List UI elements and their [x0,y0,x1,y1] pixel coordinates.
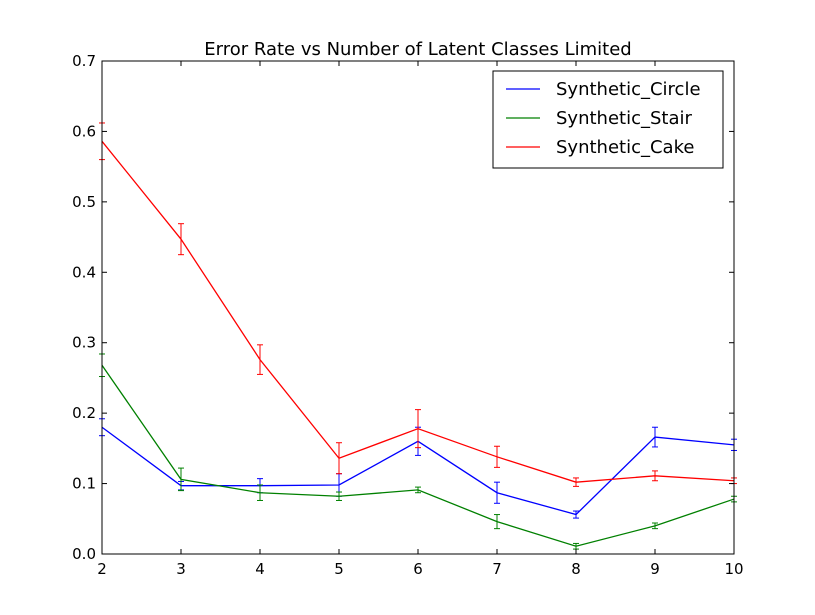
x-tick-label: 7 [492,560,502,578]
error-bar [415,486,421,494]
error-bar [415,409,421,449]
y-tick-label: 0.0 [72,545,96,563]
x-tick-label: 3 [176,560,186,578]
x-tick-label: 10 [724,560,743,578]
error-bar [336,491,342,501]
x-tick-label: 6 [413,560,423,578]
error-bar [178,467,184,492]
legend-item-0: Synthetic_Circle [506,79,701,100]
chart-title: Error Rate vs Number of Latent Classes L… [204,39,631,60]
error-bar [178,223,184,256]
y-tick-label: 0.3 [72,334,96,352]
error-bar [573,510,579,519]
error-bar [652,470,658,482]
error-bar [494,514,500,530]
error-bar [257,344,263,375]
x-tick-label: 8 [571,560,581,578]
y-tick-label: 0.7 [72,52,96,70]
error-bar [573,477,579,487]
legend-label: Synthetic_Circle [556,79,701,100]
legend: Synthetic_Circle Synthetic_Stair Synthetic… [492,70,724,169]
series-layer [99,122,737,550]
legend-label: Synthetic_Stair [556,108,692,129]
x-tick-label: 5 [334,560,344,578]
error-bar [652,426,658,448]
y-tick-label: 0.6 [72,122,96,140]
x-tick-label: 4 [255,560,265,578]
legend-item-2: Synthetic_Cake [506,137,694,158]
error-bar [652,522,658,530]
y-tick-label: 0.2 [72,404,96,422]
axes-layer: 2 3 4 5 6 7 8 9 10 0.0 0.1 0.2 0.3 0.4 0.5 0.6 0.7 [72,52,743,578]
error-bar [494,481,500,504]
legend-item-1: Synthetic_Stair [506,108,692,129]
error-bar [257,484,263,501]
error-bar [336,442,342,475]
legend-label: Synthetic_Cake [556,137,694,158]
x-tick-label: 2 [97,560,107,578]
legend-box [492,70,724,169]
x-tick-label: 9 [650,560,660,578]
error-bar [494,445,500,468]
y-tick-label: 0.1 [72,475,96,493]
series-2 [99,122,737,487]
y-tick-label: 0.5 [72,193,96,211]
y-tick-label: 0.4 [72,263,96,281]
